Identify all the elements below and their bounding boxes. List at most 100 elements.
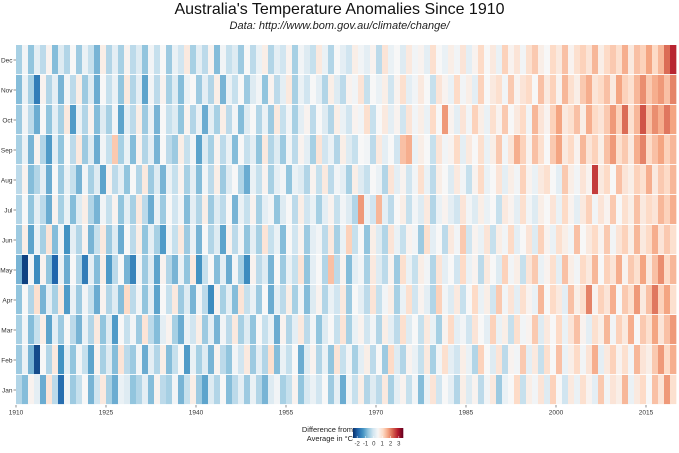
heatmap-cell	[226, 195, 233, 225]
heatmap-cell	[310, 165, 317, 195]
heatmap-cell	[124, 45, 131, 75]
legend-color-step	[354, 428, 356, 438]
heatmap-cell	[376, 375, 383, 405]
heatmap-cell	[388, 375, 395, 405]
heatmap-cell	[598, 165, 605, 195]
heatmap-cell	[610, 195, 617, 225]
x-tick-label: 1985	[459, 410, 474, 417]
heatmap-cell	[352, 45, 359, 75]
heatmap-cell	[460, 165, 467, 195]
heatmap-cell	[454, 315, 461, 345]
heatmap-cell	[238, 105, 245, 135]
heatmap-cell	[418, 195, 425, 225]
heatmap-cell	[556, 315, 563, 345]
heatmap-cell	[256, 255, 263, 285]
heatmap-cell	[388, 345, 395, 375]
heatmap-cell	[496, 225, 503, 255]
heatmap-cell	[154, 45, 161, 75]
heatmap-cell	[430, 165, 437, 195]
heatmap-cell	[448, 195, 455, 225]
heatmap-cell	[442, 45, 449, 75]
heatmap-cell	[214, 135, 221, 165]
heatmap-cell	[196, 375, 203, 405]
heatmap-cell	[100, 285, 107, 315]
heatmap-cell	[400, 255, 407, 285]
heatmap-cell	[550, 105, 557, 135]
heatmap-cell	[598, 75, 605, 105]
heatmap-cell	[130, 195, 137, 225]
heatmap-cell	[610, 255, 617, 285]
heatmap-cell	[598, 105, 605, 135]
heatmap-cell	[262, 315, 269, 345]
heatmap-cell	[664, 75, 671, 105]
heatmap-cell	[484, 345, 491, 375]
legend-color-step	[367, 428, 369, 438]
heatmap-cell	[346, 75, 353, 105]
heatmap-cell	[274, 75, 281, 105]
heatmap-cell	[124, 165, 131, 195]
heatmap-cell	[250, 135, 257, 165]
heatmap-cell	[106, 255, 113, 285]
heatmap-cell	[658, 105, 665, 135]
legend-color-step	[363, 428, 365, 438]
heatmap-cell	[478, 345, 485, 375]
heatmap-cell	[328, 315, 335, 345]
heatmap-cell	[520, 45, 527, 75]
heatmap-cell	[382, 195, 389, 225]
heatmap-cell	[340, 375, 347, 405]
heatmap-cell	[172, 315, 179, 345]
heatmap-cell	[586, 195, 593, 225]
legend-colorbar: -2 -1 0 1 2 3	[353, 428, 404, 448]
heatmap-cell	[16, 375, 23, 405]
heatmap-cell	[202, 135, 209, 165]
heatmap-cell	[142, 135, 149, 165]
heatmap-cell	[412, 345, 419, 375]
y-tick-label: Apr	[2, 298, 13, 305]
heatmap-cell	[190, 285, 197, 315]
heatmap-cell	[394, 285, 401, 315]
heatmap-cell	[22, 165, 29, 195]
heatmap-cell	[124, 105, 131, 135]
heatmap-cell	[16, 105, 23, 135]
heatmap-cell	[232, 375, 239, 405]
heatmap-cell	[334, 285, 341, 315]
x-tick-label: 1955	[279, 410, 294, 417]
x-tick-label: 1910	[9, 410, 24, 417]
heatmap-cell	[40, 345, 47, 375]
heatmap-cell	[394, 165, 401, 195]
heatmap-cell	[202, 165, 209, 195]
heatmap-cell	[664, 255, 671, 285]
heatmap-cell	[424, 375, 431, 405]
heatmap-cell	[496, 195, 503, 225]
heatmap-cell	[586, 105, 593, 135]
heatmap-cell	[502, 255, 509, 285]
heatmap-cell	[472, 285, 479, 315]
heatmap-cell	[202, 105, 209, 135]
heatmap-cell	[550, 375, 557, 405]
heatmap-cell	[64, 45, 71, 75]
legend-color-step	[385, 428, 387, 438]
heatmap-cell	[244, 165, 251, 195]
heatmap-cell	[106, 135, 113, 165]
heatmap-cell	[610, 345, 617, 375]
heatmap-cell	[472, 135, 479, 165]
heatmap-cell	[616, 375, 623, 405]
legend-color-step	[398, 428, 400, 438]
heatmap-cell	[664, 195, 671, 225]
heatmap-cell	[22, 45, 29, 75]
heatmap-cell	[76, 375, 83, 405]
heatmap-cell	[82, 285, 89, 315]
heatmap-cell	[424, 45, 431, 75]
heatmap-cell	[460, 285, 467, 315]
heatmap-cell	[490, 315, 497, 345]
legend-color-step	[368, 428, 370, 438]
heatmap-cell	[496, 165, 503, 195]
heatmap-cell	[388, 135, 395, 165]
heatmap-cell	[148, 45, 155, 75]
heatmap-cell	[286, 255, 293, 285]
heatmap-cell	[592, 375, 599, 405]
heatmap-cell	[466, 375, 473, 405]
heatmap-cell	[454, 165, 461, 195]
heatmap-cell	[94, 255, 101, 285]
heatmap-cell	[244, 135, 251, 165]
